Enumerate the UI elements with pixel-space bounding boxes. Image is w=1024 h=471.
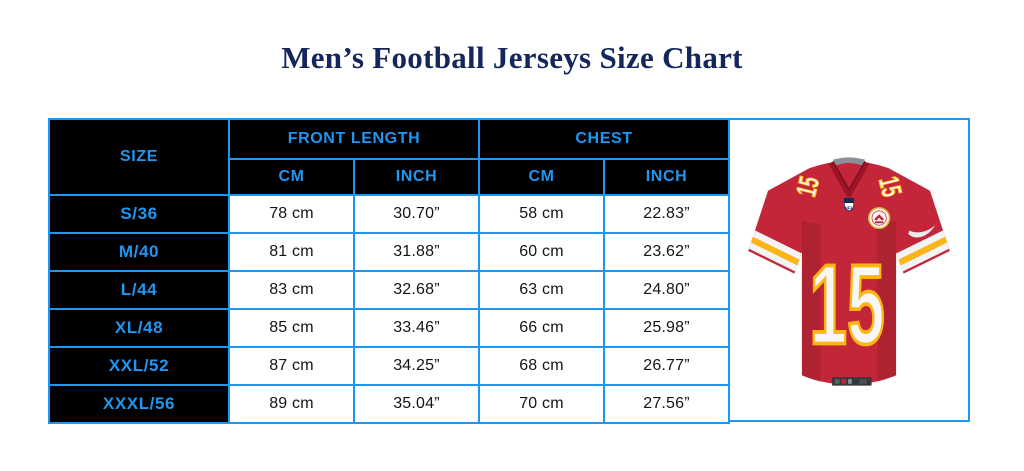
chest-inch: 22.83” (602, 194, 731, 234)
front-length-inch: 33.46” (353, 308, 480, 348)
table-row: XXXL/56 89 cm 35.04” 70 cm 27.56” (48, 384, 731, 424)
front-length-cm: 89 cm (228, 384, 355, 424)
size-label: S/36 (48, 194, 230, 234)
size-label: XXL/52 (48, 346, 230, 386)
table-row: XL/48 85 cm 33.46” 66 cm 25.98” (48, 308, 731, 348)
svg-text:NFL: NFL (844, 206, 853, 211)
jersey-right-sleeve (888, 168, 950, 274)
chest-inch: 27.56” (602, 384, 731, 424)
chest-inch: 26.77” (602, 346, 731, 386)
size-label: M/40 (48, 232, 230, 272)
chest-cm: 70 cm (478, 384, 605, 424)
football-jersey-graphic: NFL 15 15 15 (748, 157, 950, 386)
front-length-inch: 32.68” (353, 270, 480, 310)
size-chart: SIZE FRONT LENGTH CHEST CM INCH CM INCH … (48, 118, 970, 424)
jersey-left-sleeve (748, 168, 810, 274)
front-length-cm: 81 cm (228, 232, 355, 272)
chest-cm: 63 cm (478, 270, 605, 310)
chest-inch: 25.98” (602, 308, 731, 348)
table-row: XXL/52 87 cm 34.25” 68 cm 26.77” (48, 346, 731, 386)
table-row: L/44 83 cm 32.68” 63 cm 24.80” (48, 270, 731, 310)
chest-cm: 66 cm (478, 308, 605, 348)
jersey-product-image: NFL 15 15 15 (730, 118, 970, 422)
table-row: S/36 78 cm 30.70” 58 cm 22.83” (48, 194, 731, 234)
chest-cm: 60 cm (478, 232, 605, 272)
front-length-inch: 30.70” (353, 194, 480, 234)
nfl-shield-icon: NFL (843, 197, 855, 212)
chest-cm: 68 cm (478, 346, 605, 386)
team-patch-icon (868, 206, 891, 230)
chest-inch: 24.80” (602, 270, 731, 310)
column-header-chest-inch: INCH (602, 158, 731, 196)
jersey-collar (828, 157, 870, 198)
size-label: L/44 (48, 270, 230, 310)
chest-inch: 23.62” (602, 232, 731, 272)
size-label: XXXL/56 (48, 384, 230, 424)
size-table: SIZE FRONT LENGTH CHEST CM INCH CM INCH … (48, 118, 731, 424)
front-length-cm: 83 cm (228, 270, 355, 310)
column-header-front-cm: CM (228, 158, 355, 196)
column-header-chest-cm: CM (478, 158, 605, 196)
nike-swoosh-icon (908, 225, 936, 238)
column-group-chest: CHEST (477, 118, 731, 160)
page-title: Men’s Football Jerseys Size Chart (281, 40, 743, 75)
front-length-inch: 31.88” (353, 232, 480, 272)
column-group-front-length: FRONT LENGTH (228, 118, 480, 160)
front-length-cm: 85 cm (228, 308, 355, 348)
jock-tag (832, 377, 872, 386)
size-label: XL/48 (48, 308, 230, 348)
column-header-size: SIZE (48, 118, 230, 196)
table-row: M/40 81 cm 31.88” 60 cm 23.62” (48, 232, 731, 272)
front-length-inch: 34.25” (353, 346, 480, 386)
chest-cm: 58 cm (478, 194, 605, 234)
front-length-cm: 78 cm (228, 194, 355, 234)
column-header-front-inch: INCH (353, 158, 480, 196)
front-length-inch: 35.04” (353, 384, 480, 424)
jersey-chest-number: 15 (809, 241, 884, 367)
front-length-cm: 87 cm (228, 346, 355, 386)
jersey-shoulder-number-right: 15 (873, 173, 908, 199)
